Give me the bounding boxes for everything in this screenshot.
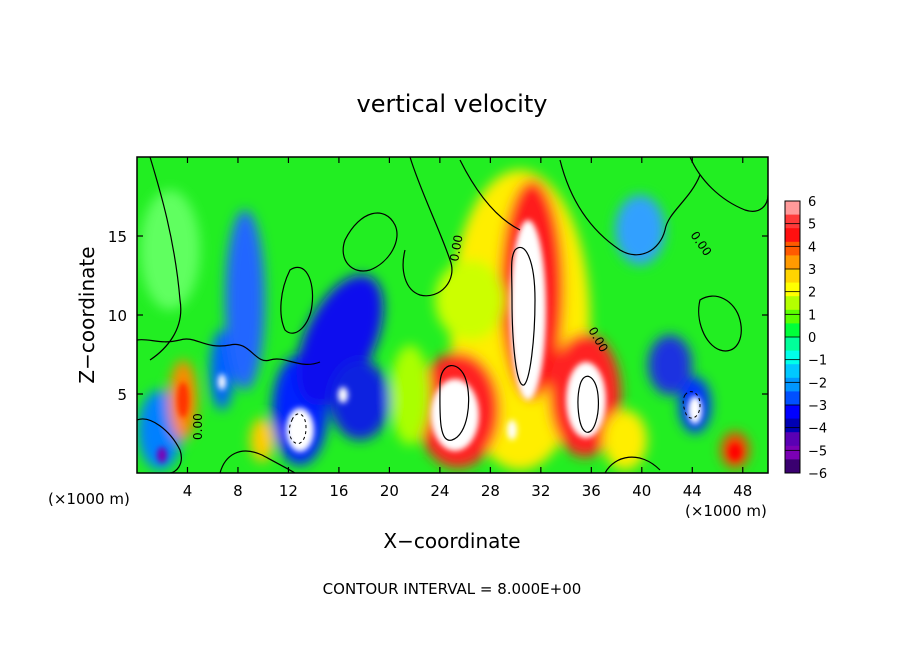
x-unit-label-left: (×1000 m) [48, 490, 130, 508]
y-tick-label: 15 [108, 228, 127, 246]
x-tick-label: 36 [582, 482, 601, 500]
colorbar-swatch [785, 418, 800, 433]
colorbar-swatch [785, 214, 800, 229]
plot-area: 0.00 0.00 0.00 0.00 4 8 12 16 20 24 28 32 36 40 44… [108, 156, 769, 500]
colorbar-swatch [785, 255, 800, 270]
x-axis: 4 8 12 16 20 24 28 32 36 40 44 48 [183, 157, 752, 500]
colorbar-swatch [785, 296, 800, 311]
dashed-contour-core [682, 391, 701, 419]
colorbar-label: 3 [808, 263, 816, 278]
y-tick-label: 10 [108, 307, 127, 325]
colorbar-swatch [785, 405, 800, 420]
x-tick-label: 4 [183, 482, 193, 500]
y-axis-label: Z−coordinate [75, 246, 99, 383]
colorbar-swatch [785, 337, 800, 352]
colorbar-label: 6 [808, 195, 816, 210]
x-unit-label-right: (×1000 m) [685, 502, 767, 520]
colorbar-swatch [785, 432, 800, 447]
x-axis-label: X−coordinate [383, 529, 520, 553]
colorbar: 6 5 4 3 2 1 0 −1 −2 −3 −4 −5 −6 [784, 195, 827, 482]
colorbar-label: 5 [808, 218, 816, 233]
colorbar-swatch [785, 241, 800, 256]
colorbar-swatch [785, 228, 800, 243]
colorbar-swatch [785, 459, 800, 474]
colorbar-label: 1 [808, 308, 816, 323]
contour-label: 0.00 [191, 413, 205, 440]
colorbar-swatch [785, 350, 800, 365]
colorbar-swatch [785, 309, 800, 324]
dashed-contour-core [288, 413, 307, 444]
y-axis: 5 10 15 [108, 228, 768, 404]
y-tick-label: 5 [117, 386, 127, 404]
x-tick-label: 12 [279, 482, 298, 500]
contour-interval-note: CONTOUR INTERVAL = 8.000E+00 [323, 580, 582, 598]
x-tick-label: 32 [531, 482, 550, 500]
chart-title: vertical velocity [357, 90, 548, 118]
x-tick-label: 24 [430, 482, 449, 500]
x-tick-label: 48 [733, 482, 752, 500]
contour-label: 0.00 [447, 234, 465, 263]
x-tick-label: 16 [329, 482, 348, 500]
colorbar-swatch [785, 282, 800, 297]
x-tick-label: 28 [481, 482, 500, 500]
colorbar-label: −1 [808, 354, 827, 369]
colorbar-swatch [785, 323, 800, 338]
x-tick-label: 40 [632, 482, 651, 500]
colorbar-swatch [785, 201, 800, 216]
colorbar-label: 2 [808, 286, 816, 301]
colorbar-swatch [785, 377, 800, 392]
colorbar-label: −4 [808, 422, 827, 437]
x-tick-label: 20 [380, 482, 399, 500]
x-tick-label: 44 [683, 482, 702, 500]
colorbar-swatch [785, 269, 800, 284]
velocity-cores [157, 220, 741, 463]
colorbar-swatch [785, 364, 800, 379]
colorbar-label: 0 [808, 331, 816, 346]
colorbar-label: −2 [808, 376, 827, 391]
colorbar-swatch [785, 391, 800, 406]
x-tick-label: 8 [233, 482, 243, 500]
colorbar-label: −5 [808, 444, 827, 459]
colorbar-swatch [785, 445, 800, 460]
colorbar-label: 4 [808, 240, 816, 255]
colorbar-label: −3 [808, 399, 827, 414]
colorbar-label: −6 [808, 467, 827, 482]
